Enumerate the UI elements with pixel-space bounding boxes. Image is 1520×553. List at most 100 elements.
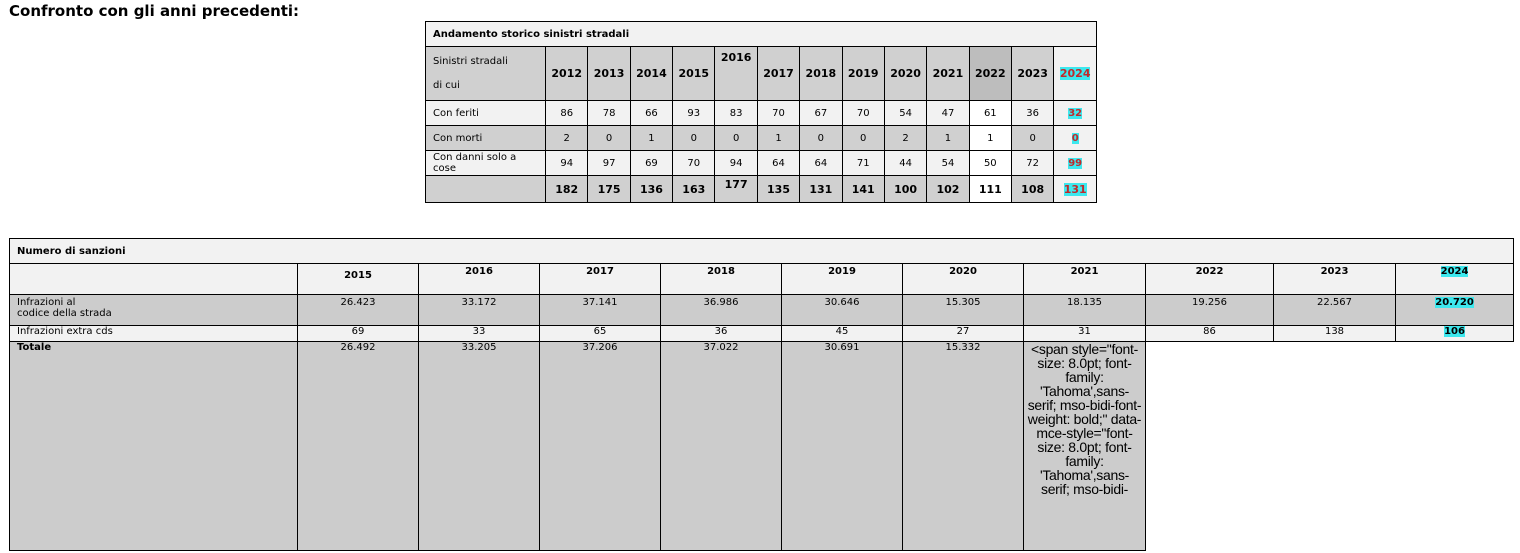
value-cell: 0 bbox=[1053, 125, 1097, 151]
row-label: Totale bbox=[9, 341, 298, 551]
value-cell: 67 bbox=[799, 100, 843, 126]
value-cell: 45 bbox=[781, 325, 903, 342]
value-cell: 99 bbox=[1053, 150, 1097, 176]
value-cell: 32 bbox=[1053, 100, 1097, 126]
header-label-2: di cui bbox=[433, 79, 460, 91]
value-cell: 70 bbox=[841, 100, 885, 126]
value-cell: 175 bbox=[587, 175, 631, 203]
value-cell: 54 bbox=[926, 150, 970, 176]
value-cell: 50 bbox=[968, 150, 1012, 176]
value-cell: 36 bbox=[660, 325, 782, 342]
value-cell: 0 bbox=[714, 125, 758, 151]
value-cell: 31 bbox=[1023, 325, 1146, 342]
value-cell: 61 bbox=[968, 100, 1012, 126]
value-cell: 47 bbox=[926, 100, 970, 126]
value-cell: 26.492 bbox=[297, 341, 419, 551]
year-header: 2016 bbox=[418, 263, 540, 295]
highlighted-value: 131 bbox=[1063, 182, 1087, 196]
year-header: 2015 bbox=[297, 263, 419, 295]
year-header: 2023 bbox=[1273, 263, 1396, 295]
value-cell: 65 bbox=[539, 325, 661, 342]
row-label: Con feriti bbox=[424, 100, 547, 126]
value-cell: 37.206 bbox=[539, 341, 661, 551]
value-cell: 138 bbox=[1273, 325, 1396, 342]
value-cell: 69 bbox=[297, 325, 419, 342]
value-cell: 86 bbox=[545, 100, 589, 126]
row-label: Infrazioni al codice della strada bbox=[9, 294, 298, 326]
sinistri-table: Andamento storico sinistri stradali Sinis… bbox=[424, 21, 1097, 203]
highlighted-value: 2024 bbox=[1059, 67, 1091, 80]
value-cell: 131 bbox=[799, 175, 843, 203]
empty-cell bbox=[1395, 341, 1514, 551]
value-cell: 97 bbox=[587, 150, 631, 176]
value-cell: 86 bbox=[1145, 325, 1274, 342]
value-cell: 0 bbox=[587, 125, 631, 151]
value-cell: 0 bbox=[672, 125, 716, 151]
value-cell: 108 bbox=[1010, 175, 1055, 203]
table-title-row: Numero di sanzioni bbox=[8, 238, 1515, 264]
value-cell: 36.986 bbox=[660, 294, 782, 326]
value-cell: 2 bbox=[883, 125, 928, 151]
raw-markup-text: <span style="font-size: 8.0pt; font-fami… bbox=[1027, 341, 1142, 497]
year-header: 2019 bbox=[841, 46, 885, 101]
value-cell: 26.423 bbox=[297, 294, 419, 326]
value-cell: 93 bbox=[672, 100, 716, 126]
value-cell: 1 bbox=[926, 125, 970, 151]
year-header: 2014 bbox=[629, 46, 674, 101]
value-cell: 37.022 bbox=[660, 341, 782, 551]
value-cell: 15.332 bbox=[902, 341, 1024, 551]
value-cell: 36 bbox=[1010, 100, 1055, 126]
table-title: Numero di sanzioni bbox=[8, 238, 1515, 264]
value-cell: 20.720 bbox=[1394, 294, 1515, 326]
value-cell: 111 bbox=[968, 175, 1012, 203]
value-cell: 30.691 bbox=[781, 341, 903, 551]
raw-markup-cell: <span style="font-size: 8.0pt; font-fami… bbox=[1023, 341, 1146, 551]
value-cell: 69 bbox=[629, 150, 674, 176]
year-header: 2024 bbox=[1053, 46, 1097, 101]
value-cell: 135 bbox=[756, 175, 801, 203]
value-cell: 66 bbox=[629, 100, 674, 126]
year-header: 2017 bbox=[539, 263, 661, 295]
value-cell: 100 bbox=[883, 175, 928, 203]
total-row: Totale 26.492 33.205 37.206 37.022 30.691 15.3… bbox=[9, 341, 1514, 551]
year-header: 2016 bbox=[714, 46, 758, 101]
value-cell: 71 bbox=[841, 150, 885, 176]
value-cell: 37.141 bbox=[539, 294, 661, 326]
value-cell: 33 bbox=[418, 325, 540, 342]
value-cell: 33.172 bbox=[418, 294, 540, 326]
year-header: 2022 bbox=[1145, 263, 1274, 295]
value-cell: 0 bbox=[841, 125, 885, 151]
value-cell: 15.305 bbox=[902, 294, 1024, 326]
empty-cell bbox=[1145, 341, 1274, 551]
year-header: 2012 bbox=[545, 46, 589, 101]
value-cell: 70 bbox=[672, 150, 716, 176]
header-label: Sinistri stradali di cui bbox=[424, 46, 547, 101]
value-cell: 70 bbox=[756, 100, 801, 126]
year-header: 2022 bbox=[968, 46, 1012, 101]
empty-cell bbox=[1273, 341, 1396, 551]
year-header: 2021 bbox=[1023, 263, 1146, 295]
row-label: Con morti bbox=[424, 125, 547, 151]
value-cell: 1 bbox=[968, 125, 1012, 151]
highlighted-value: 32 bbox=[1068, 107, 1083, 119]
highlighted-value: 99 bbox=[1068, 157, 1083, 169]
table-title-row: Andamento storico sinistri stradali bbox=[425, 21, 1097, 47]
row-label-2: codice della strada bbox=[17, 308, 112, 319]
value-cell: 131 bbox=[1053, 175, 1097, 203]
year-header: 2020 bbox=[883, 46, 928, 101]
value-cell: 33.205 bbox=[418, 341, 540, 551]
value-cell: 64 bbox=[799, 150, 843, 176]
value-cell: 72 bbox=[1010, 150, 1055, 176]
value-cell: 18.135 bbox=[1023, 294, 1146, 326]
value-cell: 54 bbox=[883, 100, 928, 126]
value-cell: 30.646 bbox=[781, 294, 903, 326]
header-row: Sinistri stradali di cui 2012 2013 2014 2015 2… bbox=[424, 46, 1097, 101]
value-cell: 182 bbox=[545, 175, 589, 203]
year-header: 2018 bbox=[660, 263, 782, 295]
year-header: 2017 bbox=[756, 46, 801, 101]
section-heading: Confronto con gli anni precedenti: bbox=[9, 2, 300, 20]
sanzioni-table: Numero di sanzioni 2015 2016 2017 2018 2019 20… bbox=[8, 238, 1515, 551]
data-row: Con danni solo a cose 94 97 69 70 94 64 64 71 44 5… bbox=[424, 150, 1097, 176]
year-header: 2018 bbox=[799, 46, 843, 101]
highlighted-value: 20.720 bbox=[1435, 297, 1474, 308]
